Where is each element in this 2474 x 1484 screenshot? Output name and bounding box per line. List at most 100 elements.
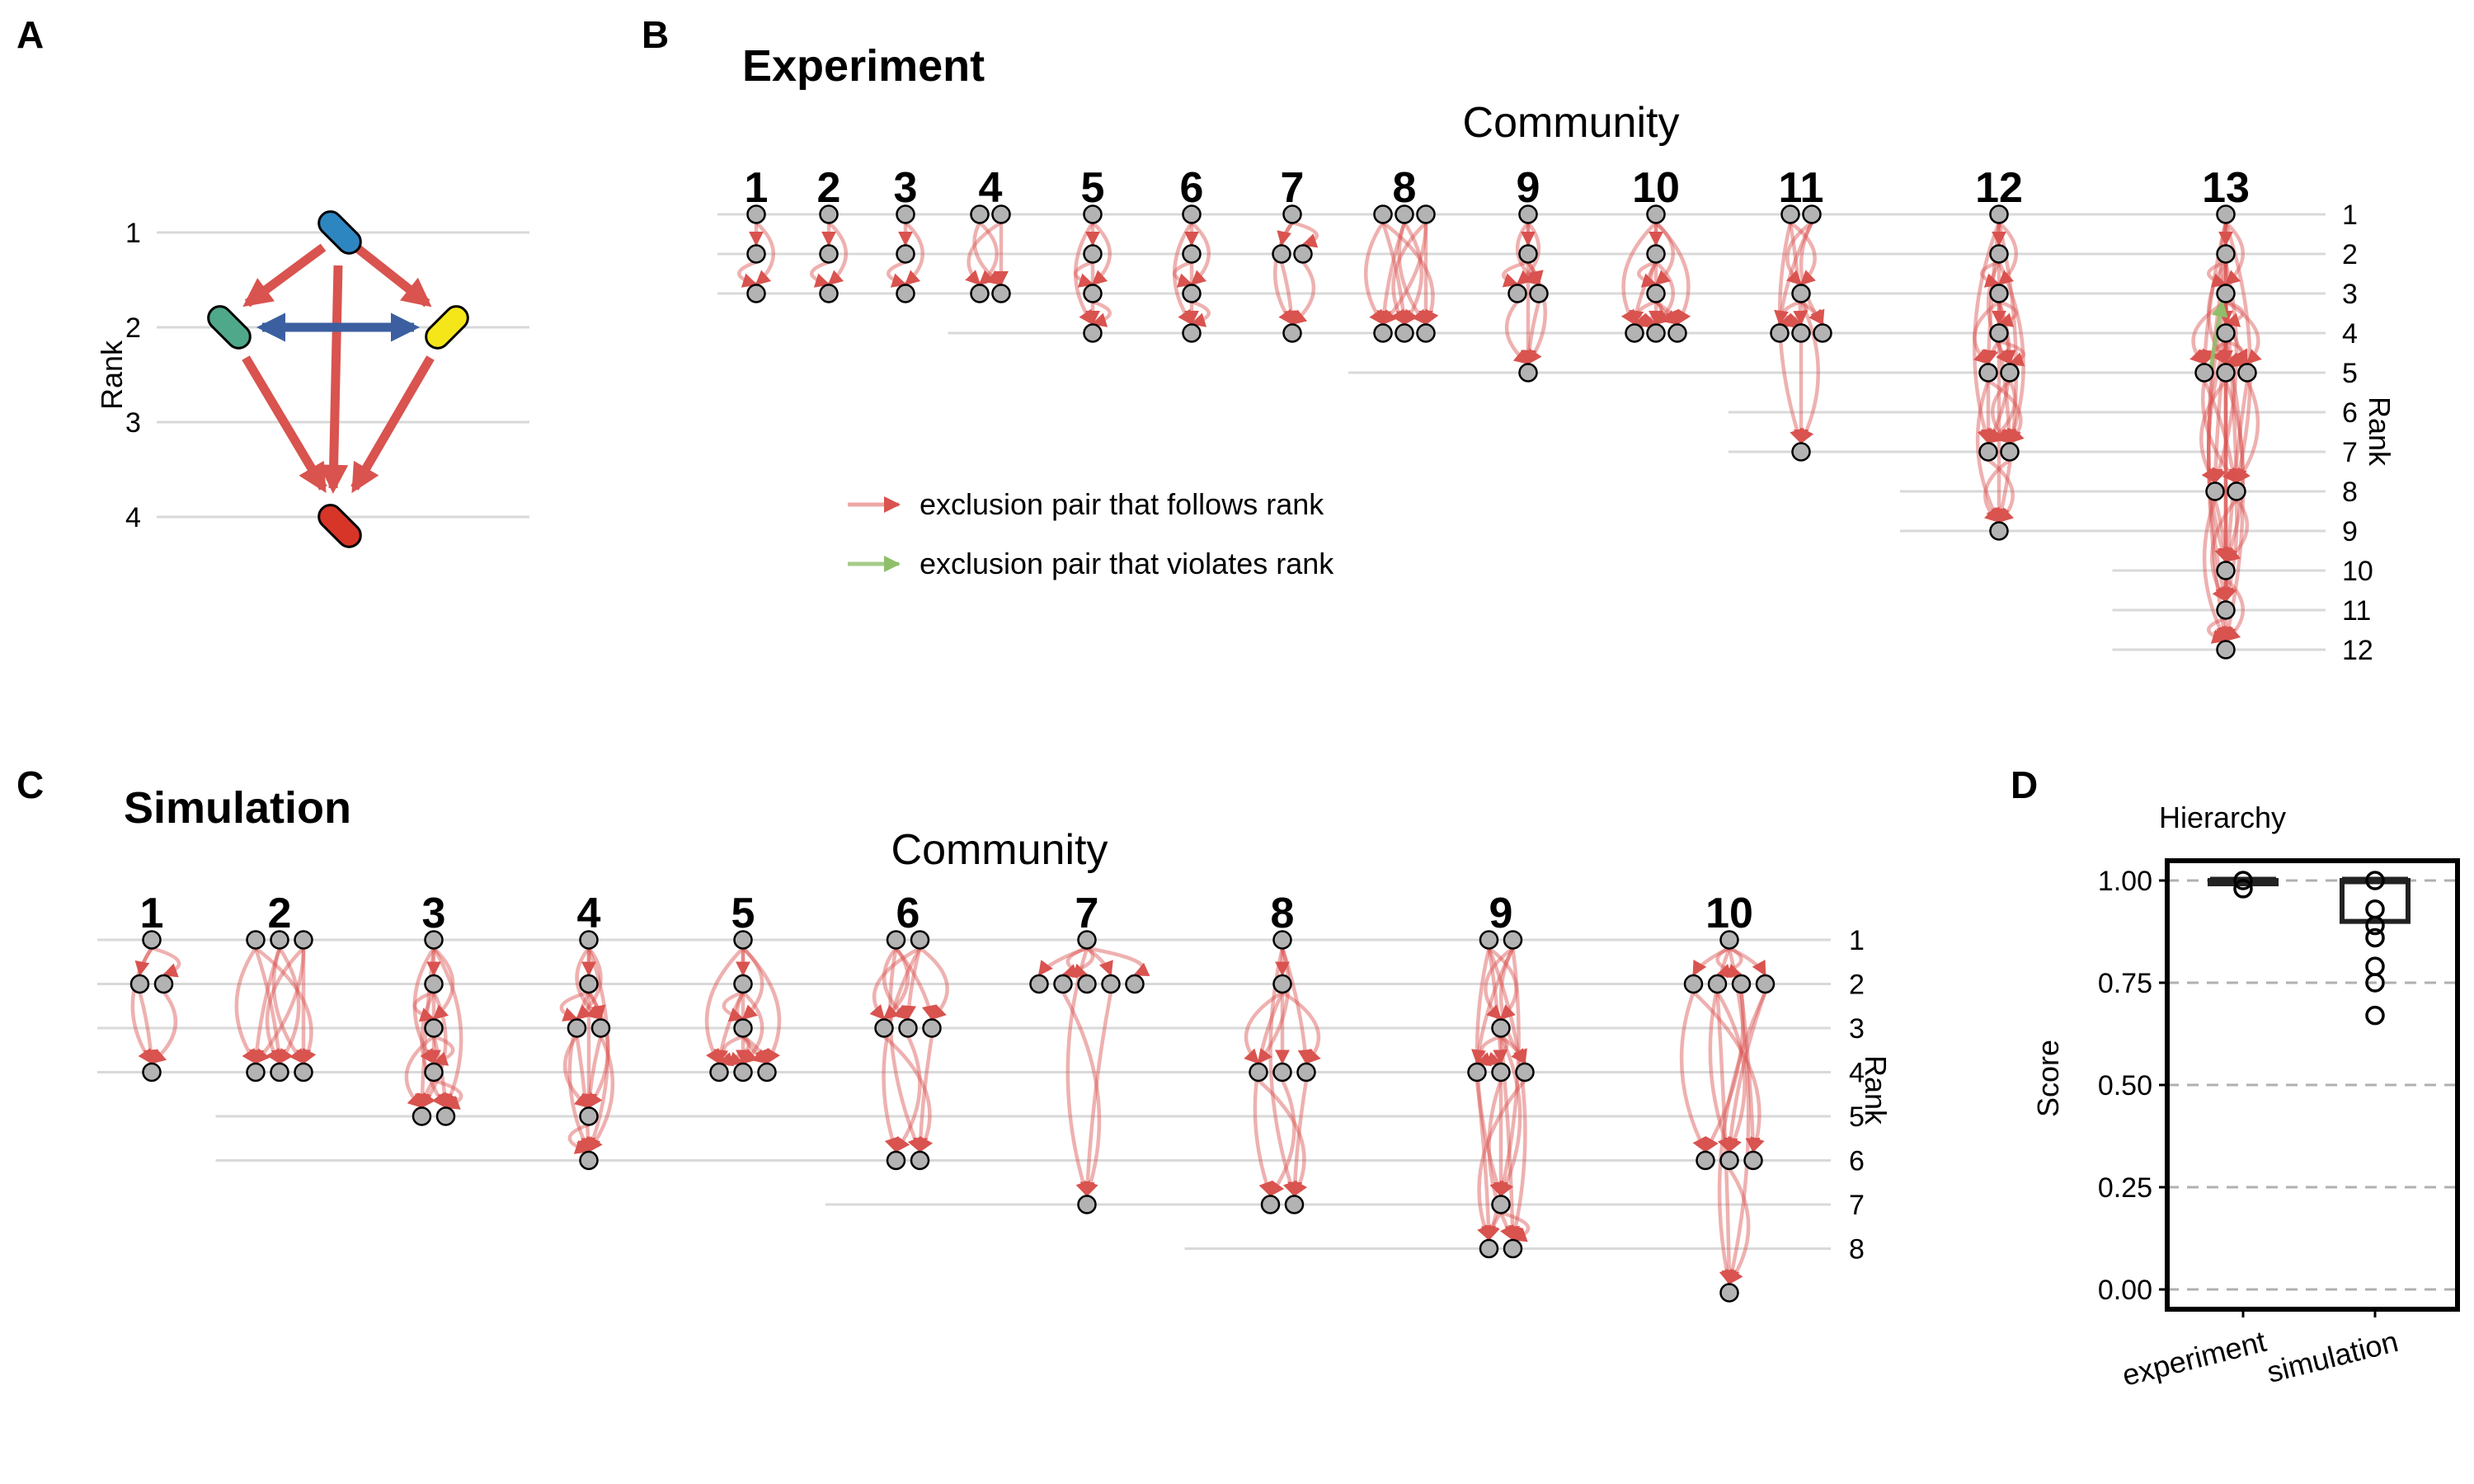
- exclusion-edge: [1782, 299, 1803, 327]
- species-node: [1416, 204, 1436, 224]
- exclusion-edge: [1778, 300, 1808, 328]
- exclusion-edge: [1287, 1080, 1309, 1197]
- species-node: [1395, 323, 1414, 343]
- species-node: [746, 244, 766, 264]
- panel-a-exclusion-arrows: [242, 243, 435, 495]
- community-edges: [1272, 220, 1319, 326]
- exclusion-edge: [587, 991, 606, 1021]
- species-node: [1029, 974, 1049, 994]
- species-node: [1802, 204, 1822, 224]
- rank-tick: 12: [2342, 635, 2373, 666]
- exclusion-edge: [1173, 260, 1193, 288]
- community-number: 6: [1180, 164, 1204, 212]
- panel-c: C Simulation Community Rank 1 2 3 4 5 6 7 8 1 2 3 4…: [16, 763, 1893, 1303]
- exclusion-edge: [2224, 498, 2250, 563]
- exclusion-edge: [1390, 221, 1427, 326]
- rank-tick: 1: [2342, 200, 2358, 231]
- species-green: [207, 305, 252, 350]
- community-edges: [130, 946, 181, 1065]
- species-node: [819, 284, 839, 303]
- exclusion-edge: [567, 1122, 590, 1154]
- exclusion-edge: [1281, 990, 1321, 1065]
- community-number: 5: [731, 890, 755, 937]
- exclusion-edge: [2224, 221, 2246, 286]
- exclusion-edge: [1526, 261, 1544, 286]
- community-edges: [1679, 946, 1767, 1285]
- exclusion-edge: [1065, 946, 1089, 978]
- rank-tick: 4: [125, 502, 141, 533]
- exclusion-edge: [704, 946, 745, 1065]
- exclusion-edge: [412, 946, 435, 1064]
- species-node: [1284, 1195, 1305, 1214]
- exclusion-edge: [151, 946, 181, 978]
- species-node: [1077, 1195, 1097, 1214]
- panel-d-y-axis-title: Score: [2031, 1040, 2065, 1117]
- exclusion-edge: [2198, 222, 2228, 365]
- exclusion-edge: [1487, 1079, 1515, 1242]
- exclusion-edge: [1799, 301, 1821, 444]
- exclusion-edge: [1973, 222, 2001, 444]
- species-node: [1646, 284, 1666, 303]
- species-node: [896, 284, 915, 303]
- rank-tick: 6: [2342, 397, 2358, 429]
- outlier-point: [2365, 915, 2385, 936]
- exclusion-edge: [741, 1035, 769, 1065]
- species-node: [910, 930, 930, 950]
- exclusion-edge: [1983, 340, 2001, 365]
- species-node: [579, 930, 599, 950]
- exclusion-edge: [1715, 946, 1743, 979]
- species-node: [1696, 1150, 1715, 1171]
- species-node: [579, 1150, 599, 1171]
- species-node: [1989, 323, 2009, 343]
- species-node: [246, 930, 266, 950]
- rank-tick: 6: [1849, 1146, 1865, 1177]
- outlier-point: [2233, 879, 2253, 899]
- species-node: [270, 930, 289, 950]
- species-node: [2194, 363, 2214, 383]
- exclusion-edge: [1498, 1036, 1521, 1242]
- plot-frame: [2165, 858, 2460, 1312]
- exclusion-edge: [1724, 947, 1751, 1285]
- exclusion-edge: [1987, 458, 2015, 524]
- exclusion-edge: [1774, 221, 1814, 326]
- species-node: [1719, 1150, 1739, 1171]
- exclusion-edge: [1691, 990, 1765, 1153]
- exclusion-edge: [271, 947, 305, 1064]
- rank-tick: 11: [2342, 595, 2371, 627]
- rank-tick: 9: [2342, 516, 2358, 547]
- exclusion-edge: [432, 1034, 455, 1066]
- species-node: [1989, 244, 2009, 264]
- species-node: [1272, 244, 1291, 264]
- exclusion-edge: [234, 946, 257, 1064]
- species-node: [2216, 600, 2236, 620]
- exclusion-edge: [1704, 992, 1745, 1153]
- exclusion-edge: [1280, 947, 1313, 1065]
- exclusion-edge: [887, 260, 907, 288]
- exclusion-edge: [1997, 221, 2019, 286]
- exclusion-edge: [412, 990, 435, 1022]
- exclusion-edge: [869, 946, 921, 1021]
- exclusion-edge: [278, 946, 301, 1064]
- exclusion-edge: [1987, 379, 2025, 444]
- species-node: [1743, 1150, 1763, 1171]
- exclusion-edge: [1708, 947, 1732, 1153]
- exclusion-edge: [567, 991, 591, 1153]
- exclusion-edge: [1620, 221, 1658, 326]
- species-node: [1182, 284, 1202, 303]
- rank-tick: 7: [2342, 437, 2358, 468]
- exclusion-arrow: [350, 355, 435, 494]
- community-number: 3: [894, 164, 918, 212]
- community-number: 2: [817, 164, 841, 212]
- y-tick-label: 0.00: [2098, 1275, 2152, 1306]
- exclusion-edge: [1654, 221, 1691, 326]
- community-number: 4: [979, 164, 1003, 212]
- species-node: [1791, 442, 1811, 462]
- panel-c-community-title: Community: [891, 826, 1108, 874]
- exclusion-edge: [587, 1036, 615, 1153]
- community-number: 10: [1705, 890, 1753, 937]
- community-edges: [1037, 946, 1150, 1197]
- species-node: [709, 1062, 729, 1082]
- exclusion-edge: [562, 1035, 590, 1109]
- species-node: [142, 930, 162, 950]
- species-node: [2216, 204, 2236, 224]
